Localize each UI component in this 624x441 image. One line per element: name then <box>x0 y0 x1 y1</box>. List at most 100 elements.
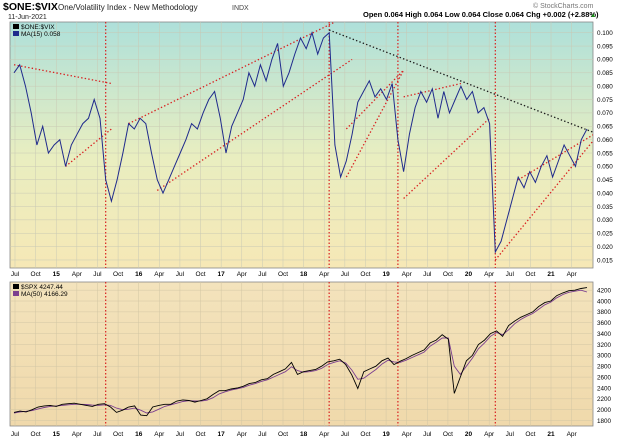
x-tick-label: Oct <box>31 271 41 278</box>
red-trendline <box>345 69 405 130</box>
ma50-line <box>13 289 588 414</box>
x-tick-label: 21 <box>547 271 555 278</box>
red-trendline <box>517 134 593 181</box>
upper-grid <box>10 22 593 268</box>
quote-arrow-icon: ▲ <box>590 12 596 19</box>
lower-y-tick-label: 4200 <box>597 287 612 294</box>
upper-y-tick-label: 0.100 <box>597 30 613 37</box>
x-tick-label-lower: Oct <box>113 431 123 438</box>
x-tick-label-lower: Oct <box>525 431 535 438</box>
x-tick-label: Jul <box>341 271 350 278</box>
upper-y-tick-label: 0.080 <box>597 83 613 90</box>
lower-y-axis: 4200 4000 3800 3600 3400 3200 3000 2800 2600 2400… <box>597 287 612 424</box>
legend-ma50: MA(50) 4166.29 <box>21 291 68 298</box>
black-trendline <box>328 29 593 133</box>
x-tick-label: Jul <box>11 271 20 278</box>
legend-swatch-ma15 <box>13 31 19 36</box>
x-tick-label: Oct <box>525 271 535 278</box>
x-tick-label: Jul <box>176 271 185 278</box>
ma15-line <box>13 31 588 254</box>
upper-y-tick-label: 0.095 <box>597 43 613 50</box>
x-tick-label: Apr <box>154 271 165 278</box>
lower-y-tick-label: 3000 <box>597 353 612 360</box>
x-tick-label-lower: 15 <box>53 431 61 438</box>
watermark: © StockCharts.com <box>533 2 594 10</box>
x-tick-label: Jul <box>258 271 267 278</box>
upper-y-tick-label: 0.020 <box>597 244 613 251</box>
upper-y-tick-label: 0.075 <box>597 97 613 104</box>
x-tick-label-lower: Oct <box>443 431 453 438</box>
chart-exchange: INDX <box>232 5 249 12</box>
x-tick-label: Oct <box>195 271 205 278</box>
legend-ma15: MA(15) 0.058 <box>21 31 61 38</box>
lower-y-tick-label: 2400 <box>597 385 612 392</box>
upper-y-tick-label: 0.055 <box>597 150 613 157</box>
upper-panel: 0.100 0.095 0.090 0.085 0.080 0.075 0.070 0.065… <box>9 21 613 269</box>
lower-y-tick-label: 1800 <box>597 418 612 425</box>
upper-y-tick-label: 0.025 <box>597 231 613 238</box>
upper-vertical-markers <box>105 22 496 268</box>
x-tick-label-lower: Jul <box>93 431 102 438</box>
spx-line <box>13 287 588 417</box>
lower-y-tick-label: 3600 <box>597 320 612 327</box>
x-tick-label-lower: 20 <box>465 431 473 438</box>
x-tick-label-lower: Jul <box>423 431 432 438</box>
lower-y-tick-label: 2800 <box>597 364 612 371</box>
legend-spx: $SPX 4247.44 <box>21 284 63 291</box>
x-tick-label: Apr <box>402 271 413 278</box>
lower-y-tick-label: 2200 <box>597 396 612 403</box>
lower-grid <box>10 282 593 426</box>
x-tick-label-lower: 18 <box>300 431 308 438</box>
upper-y-tick-label: 0.085 <box>597 70 613 77</box>
red-trendline <box>403 117 491 199</box>
x-tick-label-lower: 19 <box>382 431 390 438</box>
x-tick-label: Oct <box>360 271 370 278</box>
x-tick-label: 18 <box>300 271 308 278</box>
x-tick-label-lower: Oct <box>278 431 288 438</box>
chart-description: One/Volatility Index - New Methodology <box>58 3 198 12</box>
x-tick-label: Apr <box>319 271 330 278</box>
x-tick-label: Apr <box>484 271 495 278</box>
legend-swatch-spx <box>13 284 19 289</box>
x-tick-label-lower: Jul <box>258 431 267 438</box>
upper-y-tick-label: 0.060 <box>597 137 613 144</box>
x-tick-label-lower: Apr <box>484 431 495 438</box>
chart-symbol: $ONE:$VIX <box>3 1 58 13</box>
x-tick-label: 20 <box>465 271 473 278</box>
x-tick-label-lower: 17 <box>218 431 226 438</box>
red-trendline <box>345 69 405 178</box>
upper-y-tick-label: 0.035 <box>597 204 613 211</box>
x-tick-label-lower: Apr <box>72 431 83 438</box>
chart-date: 11-Jun-2021 <box>8 14 47 21</box>
x-tick-label-lower: Oct <box>360 431 370 438</box>
x-tick-label: 17 <box>218 271 226 278</box>
legend-swatch-ratio <box>13 24 19 29</box>
x-tick-label-lower: Apr <box>567 431 578 438</box>
x-tick-label-lower: Jul <box>341 431 350 438</box>
upper-y-tick-label: 0.040 <box>597 190 613 197</box>
quote-text: Open 0.064 High 0.064 Low 0.064 Close 0.… <box>363 10 599 19</box>
x-tick-label: 16 <box>135 271 143 278</box>
lower-y-tick-label: 3400 <box>597 331 612 338</box>
red-trendline <box>156 58 353 191</box>
x-tick-label-lower: Apr <box>319 431 330 438</box>
x-tick-label: 19 <box>382 271 390 278</box>
x-tick-label-lower: Oct <box>31 431 41 438</box>
x-tick-label-lower: Jul <box>506 431 515 438</box>
upper-y-tick-label: 0.070 <box>597 110 613 117</box>
x-tick-label: Apr <box>237 271 248 278</box>
x-tick-label-lower: 21 <box>547 431 555 438</box>
lower-panel: 4200 4000 3800 3600 3400 3200 3000 2800 2600 2400… <box>9 281 612 427</box>
x-tick-label-lower: Apr <box>237 431 248 438</box>
upper-y-tick-label: 0.065 <box>597 124 613 131</box>
lower-vertical-markers <box>105 282 496 426</box>
lower-y-tick-label: 4000 <box>597 298 612 305</box>
lower-legend: $SPX 4247.44 MA(50) 4166.29 <box>13 284 68 298</box>
x-tick-label-lower: Jul <box>11 431 20 438</box>
x-tick-label: Oct <box>443 271 453 278</box>
x-tick-label-lower: Apr <box>154 431 165 438</box>
x-tick-label: Jul <box>93 271 102 278</box>
lower-y-tick-label: 3200 <box>597 342 612 349</box>
upper-legend: $ONE:$VIX MA(15) 0.058 <box>13 24 61 38</box>
